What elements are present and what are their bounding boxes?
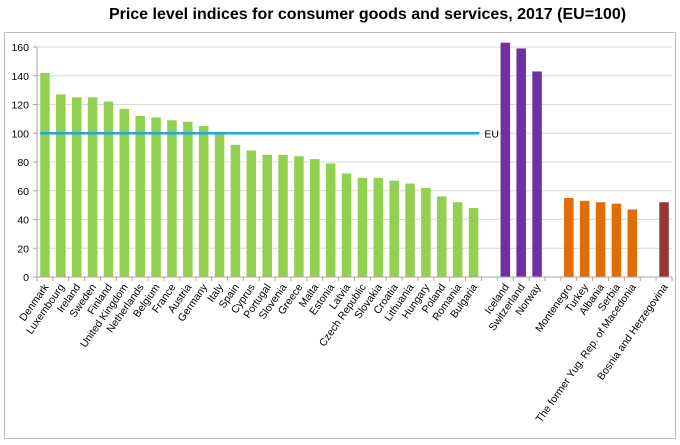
bar-turkey xyxy=(579,200,590,277)
bar-czech-republic xyxy=(357,177,368,277)
bars xyxy=(40,42,669,277)
bar-france xyxy=(167,120,177,277)
y-tick-label: 100 xyxy=(11,128,29,140)
y-tick-label: 120 xyxy=(11,100,29,112)
bar-iceland xyxy=(500,42,511,277)
bar-lithuania xyxy=(405,183,415,277)
bar-greece xyxy=(294,156,304,277)
bar-spain xyxy=(230,144,241,277)
y-tick-label: 60 xyxy=(17,186,29,198)
bar-croatia xyxy=(389,180,399,277)
bar-montenegro xyxy=(564,197,574,277)
chart-frame xyxy=(4,32,676,439)
bar-netherlands xyxy=(135,116,145,277)
eu-reference-line: EU xyxy=(40,128,499,140)
y-tick-label: 20 xyxy=(17,243,29,255)
bar-malta xyxy=(310,159,320,277)
bar-estonia xyxy=(325,163,336,277)
bar-the-former-yug-rep-of-macedonia xyxy=(627,209,638,277)
bar-poland xyxy=(437,196,447,277)
y-tick-label: 40 xyxy=(17,215,29,227)
bar-albania xyxy=(595,202,606,277)
bar-bosnia-and-herzegovina xyxy=(659,202,669,277)
bar-norway xyxy=(532,71,542,277)
bar-serbia xyxy=(611,203,622,277)
bar-latvia xyxy=(341,173,352,277)
bar-slovenia xyxy=(278,154,288,277)
y-tick-label: 0 xyxy=(23,272,29,284)
bar-cyprus xyxy=(246,150,257,277)
bar-sweden xyxy=(87,97,98,277)
bar-austria xyxy=(183,121,193,277)
bar-slovakia xyxy=(373,177,384,277)
bar-hungary xyxy=(421,187,431,277)
y-axis: 0 20 40 60 80 100 120 140 160 xyxy=(11,42,38,284)
y-tick-label: 160 xyxy=(11,42,29,54)
bar-germany xyxy=(198,126,209,277)
bar-italy xyxy=(214,131,225,277)
chart-title: Price level indices for consumer goods a… xyxy=(108,6,627,23)
y-tick-label: 140 xyxy=(11,71,29,83)
gridlines xyxy=(37,46,672,249)
bar-romania xyxy=(452,202,463,277)
bar-denmark xyxy=(40,72,50,277)
bar-portugal xyxy=(262,154,272,277)
bar-belgium xyxy=(151,117,161,277)
bar-finland xyxy=(103,101,114,277)
bar-ireland xyxy=(71,97,82,277)
bar-luxembourg xyxy=(56,94,66,277)
x-axis: DenmarkLuxembourgIrelandSwedenFinlandUni… xyxy=(17,276,673,425)
bar-united-kingdom xyxy=(119,108,130,277)
eu-line-label: EU xyxy=(484,128,499,140)
bar-bulgaria xyxy=(468,208,479,277)
y-tick-label: 80 xyxy=(17,157,29,169)
bar-switzerland xyxy=(516,48,526,277)
